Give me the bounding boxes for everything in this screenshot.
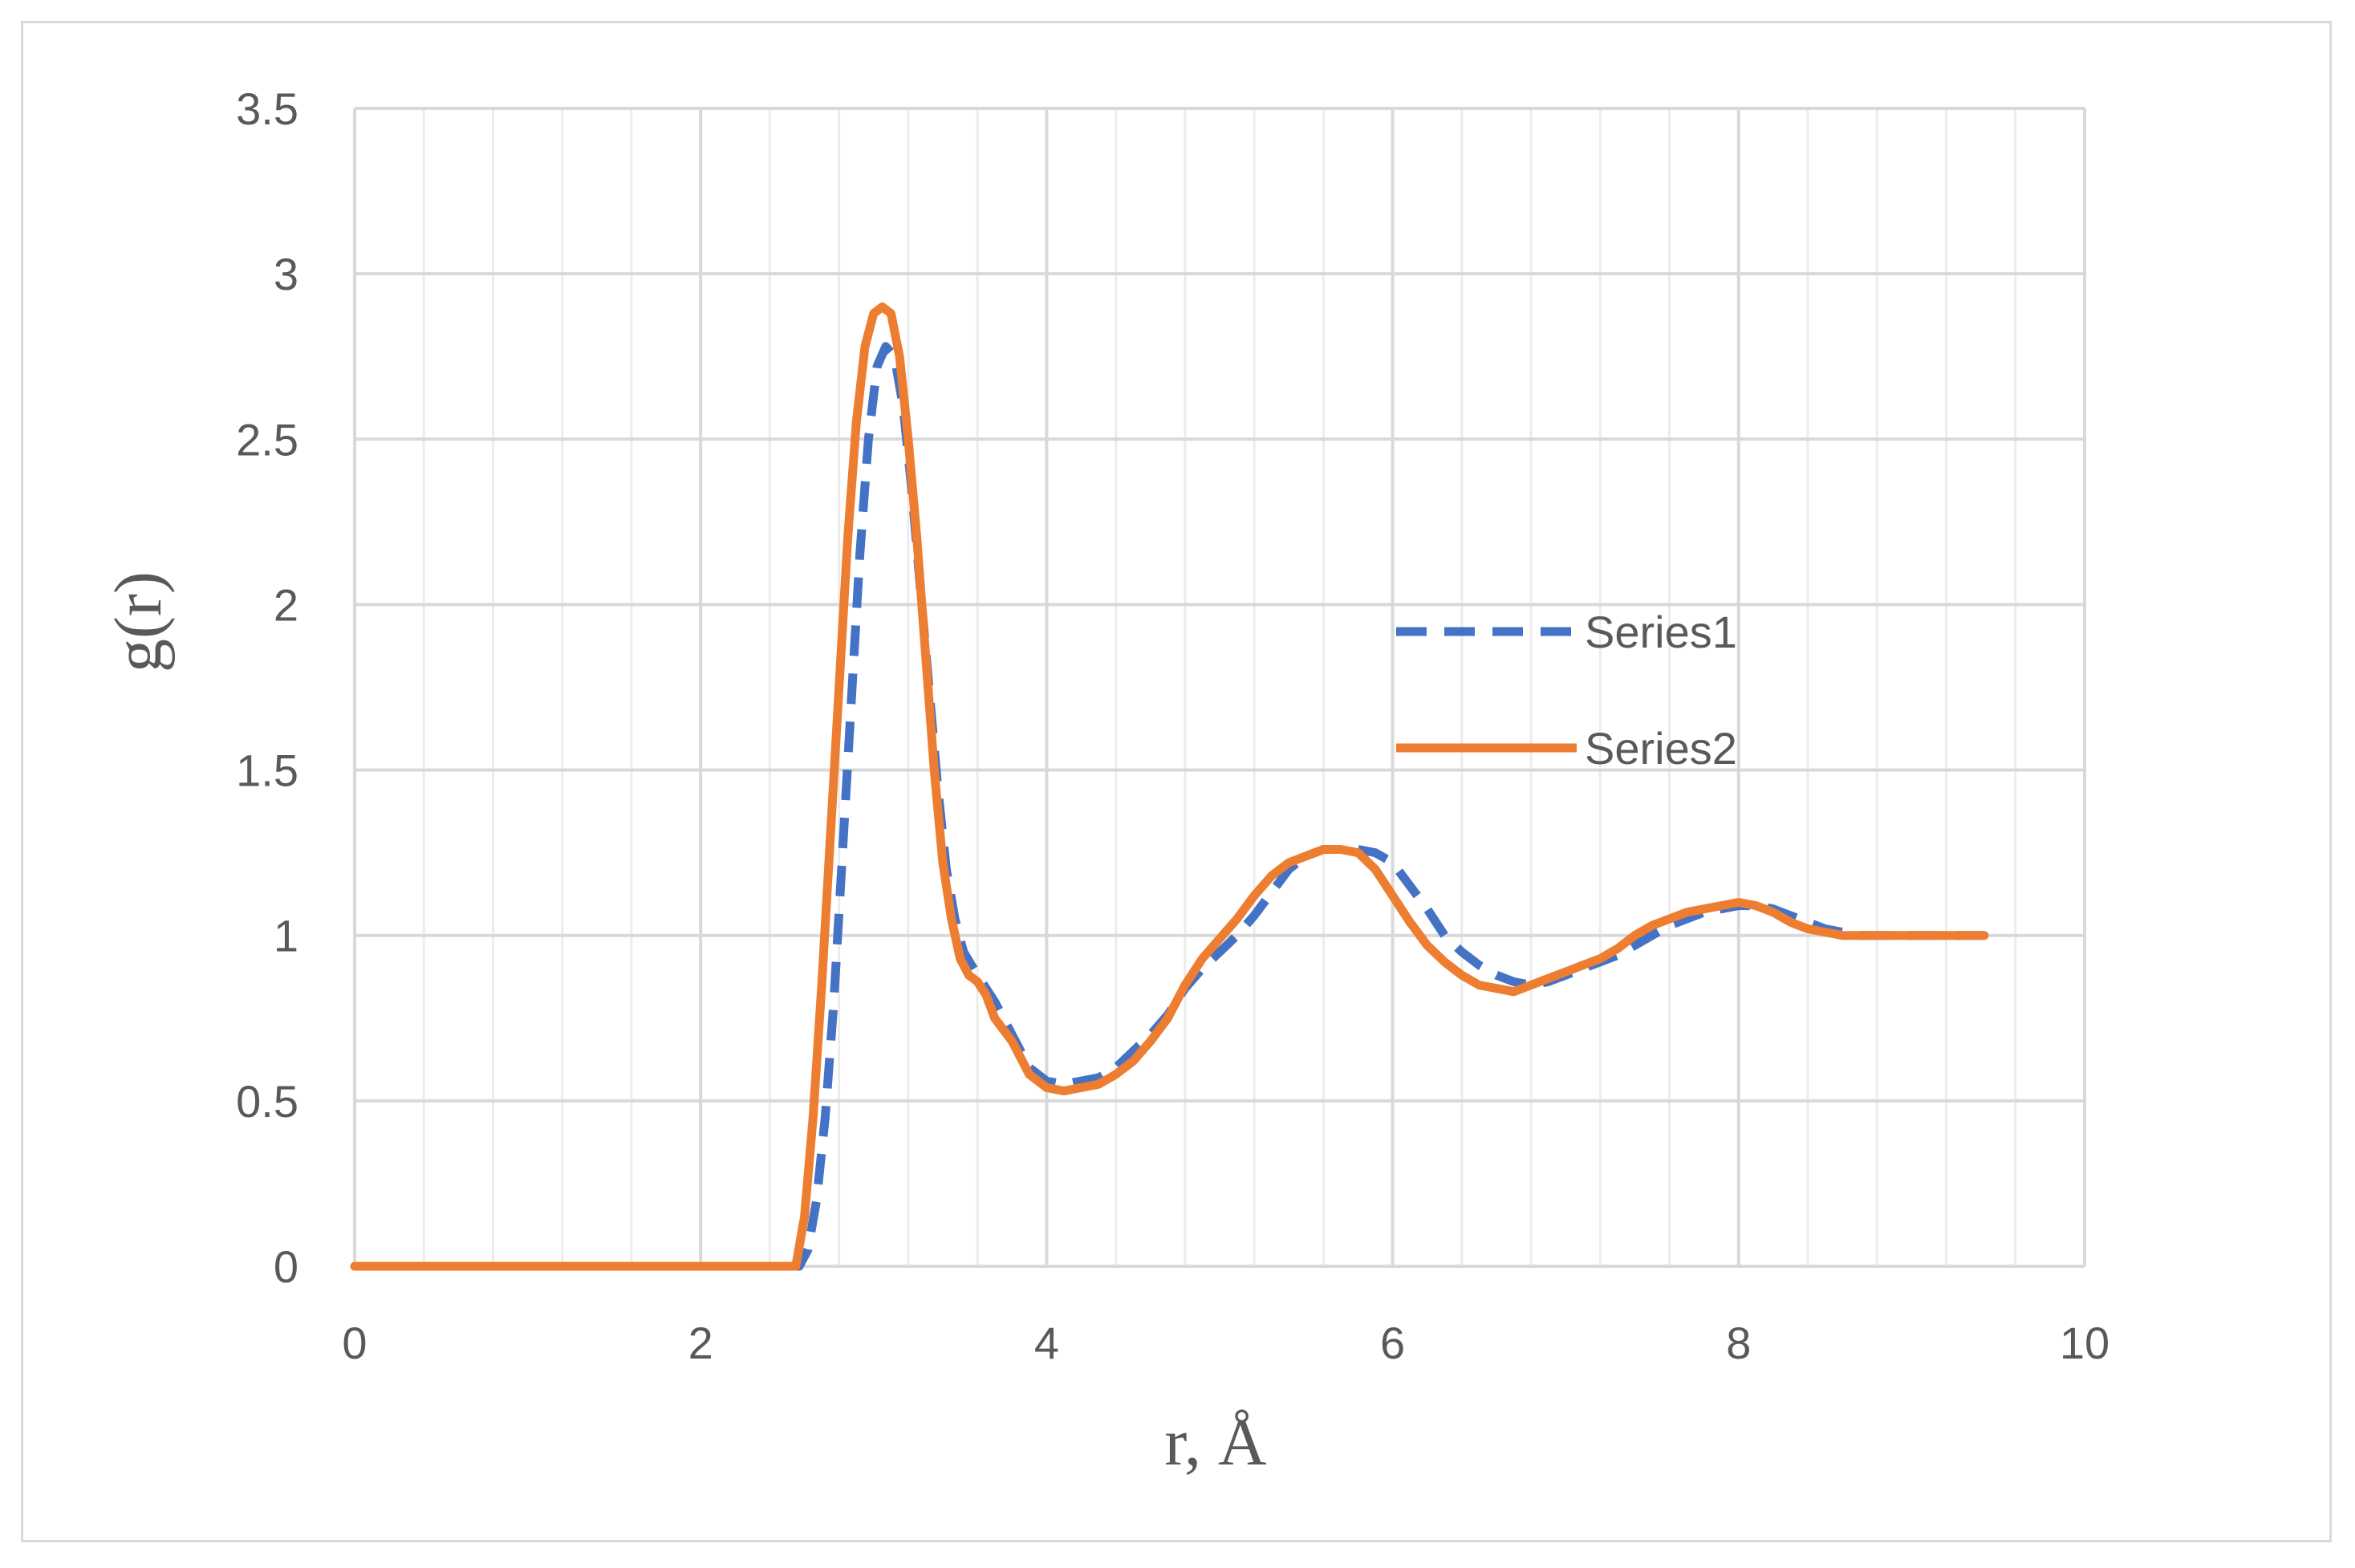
series-line-series2 bbox=[350, 302, 1989, 1271]
y-tick-label: 3 bbox=[274, 249, 298, 299]
x-axis-title: r, Å bbox=[1164, 1405, 1267, 1480]
legend-label-series1: Series1 bbox=[1585, 607, 1737, 657]
y-axis-title: g(r) bbox=[101, 571, 176, 672]
y-axis-tick-labels: 0 0.5 1 1.5 2 2.5 3 3.5 bbox=[236, 83, 298, 1292]
y-tick-label: 2 bbox=[274, 579, 298, 630]
y-tick-label: 2.5 bbox=[236, 414, 298, 465]
x-tick-label: 6 bbox=[1380, 1318, 1405, 1368]
y-tick-label: 1.5 bbox=[236, 745, 298, 796]
legend: Series1 Series2 bbox=[1396, 607, 1737, 774]
major-gridlines bbox=[353, 107, 2086, 1268]
y-tick-label: 0.5 bbox=[236, 1076, 298, 1127]
y-tick-label: 0 bbox=[274, 1241, 298, 1292]
y-tick-label: 1 bbox=[274, 911, 298, 961]
x-tick-label: 4 bbox=[1034, 1318, 1059, 1368]
minor-gridlines bbox=[422, 108, 2017, 1266]
series-lines bbox=[350, 302, 1989, 1271]
y-tick-label: 3.5 bbox=[236, 83, 298, 134]
x-axis-tick-labels: 0 2 4 6 8 10 bbox=[342, 1318, 2109, 1368]
x-tick-label: 0 bbox=[342, 1318, 367, 1368]
legend-label-series2: Series2 bbox=[1585, 723, 1737, 774]
x-tick-label: 2 bbox=[688, 1318, 713, 1368]
x-tick-label: 10 bbox=[2060, 1318, 2109, 1368]
x-tick-label: 8 bbox=[1726, 1318, 1751, 1368]
